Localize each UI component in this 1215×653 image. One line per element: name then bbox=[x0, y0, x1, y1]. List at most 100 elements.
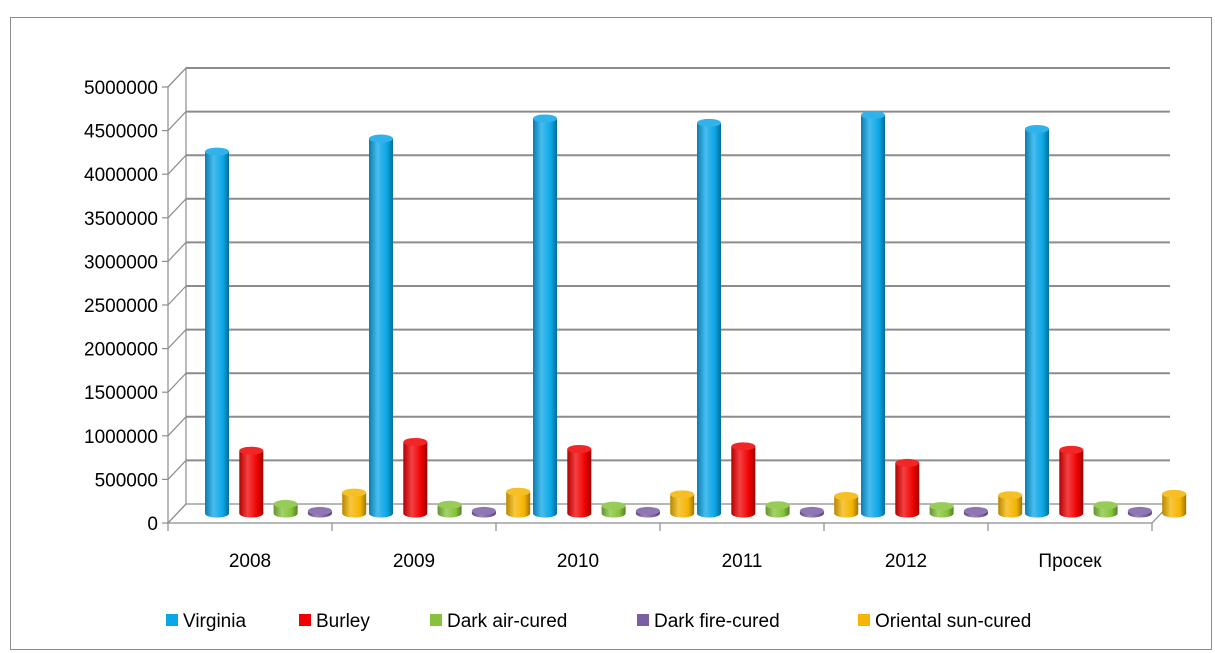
bar bbox=[307, 506, 332, 518]
bar bbox=[895, 458, 920, 518]
bar-body bbox=[506, 491, 531, 518]
gridline-side bbox=[167, 285, 187, 306]
y-tick-label: 2500000 bbox=[84, 296, 158, 317]
bar bbox=[273, 499, 298, 518]
bar bbox=[799, 506, 824, 518]
bar-body bbox=[205, 151, 229, 518]
bar bbox=[205, 147, 229, 518]
bar bbox=[471, 506, 496, 518]
bar bbox=[403, 437, 428, 518]
bar bbox=[1127, 506, 1152, 518]
gridlines bbox=[167, 67, 1170, 480]
bar bbox=[731, 442, 756, 518]
x-axis-ticks: 2008 2009 2010 2011 2012 Просек bbox=[167, 523, 1153, 572]
gridline-side bbox=[167, 241, 187, 262]
bar bbox=[601, 501, 626, 518]
bar-body bbox=[731, 446, 756, 518]
legend-item: Virginia bbox=[166, 611, 246, 632]
bar-body bbox=[533, 118, 557, 518]
gridline-side bbox=[167, 372, 187, 393]
bar-body bbox=[861, 114, 885, 518]
bar-body bbox=[670, 494, 695, 518]
x-tick-label: Просек bbox=[1038, 551, 1102, 572]
bar bbox=[1162, 489, 1187, 518]
bar bbox=[635, 506, 660, 518]
y-tick-label: 4500000 bbox=[84, 122, 158, 143]
bar-top bbox=[1025, 124, 1049, 133]
bar-top bbox=[963, 506, 988, 515]
bar-top bbox=[929, 502, 954, 511]
legend-label: Dark air-cured bbox=[447, 611, 567, 632]
y-tick-label: 500000 bbox=[95, 470, 158, 491]
bar-top bbox=[601, 501, 626, 510]
legend-label: Dark fire-cured bbox=[654, 611, 780, 632]
legend-item: Dark air-cured bbox=[430, 611, 567, 632]
bar bbox=[861, 110, 885, 518]
bars bbox=[205, 110, 1187, 518]
bar-top bbox=[437, 500, 462, 509]
legend: Virginia Burley Dark air-cured Dark fire-cu… bbox=[166, 611, 1031, 632]
bar bbox=[670, 490, 695, 518]
bar-top bbox=[273, 499, 298, 508]
bar bbox=[342, 488, 367, 518]
bar-top bbox=[307, 506, 332, 515]
bar bbox=[963, 506, 988, 518]
bar-top bbox=[205, 147, 229, 156]
bar-body bbox=[403, 441, 428, 518]
bar-body bbox=[369, 138, 393, 518]
bar bbox=[697, 118, 721, 518]
y-axis-ticks: 0 500000 1000000 1500000 2000000 2500000 30000… bbox=[84, 78, 168, 535]
gridline-side bbox=[167, 111, 187, 132]
bar bbox=[1025, 124, 1049, 518]
bar-top bbox=[1059, 445, 1084, 454]
legend-label: Virginia bbox=[183, 611, 246, 632]
bar bbox=[239, 446, 264, 518]
legend-item: Oriental sun-cured bbox=[858, 611, 1031, 632]
bar-top bbox=[834, 492, 859, 501]
bar-body bbox=[1059, 449, 1084, 518]
legend-swatch bbox=[430, 614, 442, 626]
bar bbox=[437, 500, 462, 518]
y-tick-label: 2000000 bbox=[84, 340, 158, 361]
y-tick-label: 4000000 bbox=[84, 165, 158, 186]
legend-label: Oriental sun-cured bbox=[875, 611, 1031, 632]
bar-top bbox=[506, 487, 531, 496]
bar bbox=[1093, 501, 1118, 518]
bar-top bbox=[895, 458, 920, 467]
bar bbox=[1059, 445, 1084, 518]
bar-top bbox=[533, 114, 557, 123]
bar-top bbox=[567, 444, 592, 453]
gridline-side bbox=[167, 416, 187, 437]
bar-body bbox=[834, 496, 859, 518]
legend-swatch bbox=[858, 614, 870, 626]
legend-swatch bbox=[299, 614, 311, 626]
bar-body bbox=[697, 122, 721, 518]
bar-top bbox=[799, 506, 824, 515]
legend-label: Burley bbox=[316, 611, 370, 632]
bar-top bbox=[1093, 501, 1118, 510]
bar-top bbox=[697, 118, 721, 127]
y-tick-label: 0 bbox=[147, 514, 158, 535]
bar bbox=[506, 487, 531, 518]
y-tick-label: 1500000 bbox=[84, 383, 158, 404]
bar bbox=[567, 444, 592, 518]
y-tick-label: 3500000 bbox=[84, 209, 158, 230]
x-tick-label: 2010 bbox=[557, 551, 599, 572]
bar-top bbox=[369, 134, 393, 143]
bar-top bbox=[342, 488, 367, 497]
bar-top bbox=[635, 506, 660, 515]
bar bbox=[765, 501, 790, 518]
bar-top bbox=[861, 110, 885, 119]
bar-top bbox=[1162, 489, 1187, 498]
bar-body bbox=[342, 492, 367, 518]
legend-swatch bbox=[166, 614, 178, 626]
bar-top bbox=[670, 490, 695, 499]
bar-top bbox=[998, 491, 1023, 500]
bar-top bbox=[1127, 506, 1152, 515]
bar bbox=[834, 492, 859, 518]
x-tick-label: 2012 bbox=[885, 551, 927, 572]
legend-item: Burley bbox=[299, 611, 370, 632]
gridline-side bbox=[167, 67, 187, 88]
bar-top bbox=[471, 506, 496, 515]
